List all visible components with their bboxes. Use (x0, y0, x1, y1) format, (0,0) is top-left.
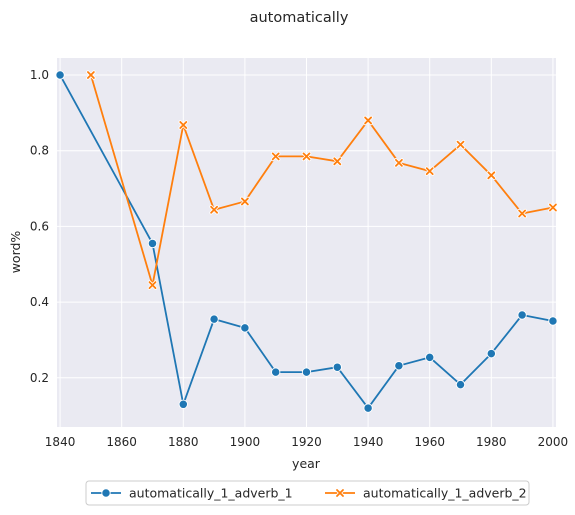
data-point (55, 70, 65, 80)
grid (57, 58, 556, 427)
y-tick-label: 1.0 (30, 68, 49, 82)
data-point (517, 310, 527, 320)
legend-label: automatically_1_adverb_1 (129, 486, 293, 501)
legend: automatically_1_adverb_1 automatically_1_… (85, 480, 530, 506)
data-point (178, 120, 188, 130)
y-tick-label: 0.8 (30, 144, 49, 158)
x-tick-label: 1880 (168, 435, 199, 449)
y-tick-label: 0.2 (30, 371, 49, 385)
data-point (425, 166, 435, 176)
data-point (486, 348, 496, 359)
data-point (271, 367, 281, 377)
data-point (363, 115, 373, 126)
x-tick-label: 1960 (414, 435, 445, 449)
data-point (517, 208, 527, 219)
data-point (332, 156, 343, 167)
series-layer (55, 70, 558, 413)
x-tick-label: 1840 (45, 435, 76, 449)
data-point (240, 196, 250, 207)
data-point (147, 280, 158, 290)
chart-title: automatically (250, 10, 349, 26)
y-tick-label: 0.4 (30, 295, 49, 309)
data-point (548, 316, 558, 326)
x-tick-label: 1860 (106, 435, 137, 449)
x-tick-label: 1980 (476, 435, 507, 449)
y-axis-label: word% (8, 231, 23, 274)
data-point (86, 70, 96, 80)
data-point (425, 352, 435, 363)
x-tick-label: 1900 (230, 435, 261, 449)
data-point (301, 367, 312, 377)
x-tick-label: 1940 (353, 435, 384, 449)
data-point (363, 403, 373, 413)
x-axis-label: year (292, 456, 321, 471)
data-point (301, 151, 312, 162)
legend-label: automatically_1_adverb_2 (363, 486, 527, 501)
data-point (548, 202, 558, 213)
data-point (270, 151, 281, 162)
y-tick-label: 0.6 (30, 219, 49, 233)
legend-entry: automatically_1_adverb_1 (91, 486, 293, 501)
legend-entry: automatically_1_adverb_2 (325, 486, 527, 501)
data-point (240, 323, 250, 333)
legend-box (85, 480, 530, 506)
data-point (486, 170, 497, 181)
data-point (455, 139, 466, 150)
x-tick-label: 1920 (291, 435, 322, 449)
data-point (209, 314, 219, 324)
x-tick-label: 2000 (538, 435, 569, 449)
data-point (178, 399, 188, 409)
series-1 (55, 70, 558, 413)
legend-marker (101, 488, 111, 498)
data-point (332, 362, 342, 372)
data-point (394, 361, 404, 371)
data-point (209, 205, 219, 215)
data-point (455, 379, 466, 390)
legend-marker (335, 488, 345, 498)
data-point (394, 158, 404, 168)
tick-labels: 1840 1860 1880 1900 1920 1940 1960 1980 2000 0.2 0… (30, 68, 568, 449)
data-point (147, 238, 158, 249)
series-2 (86, 70, 558, 290)
